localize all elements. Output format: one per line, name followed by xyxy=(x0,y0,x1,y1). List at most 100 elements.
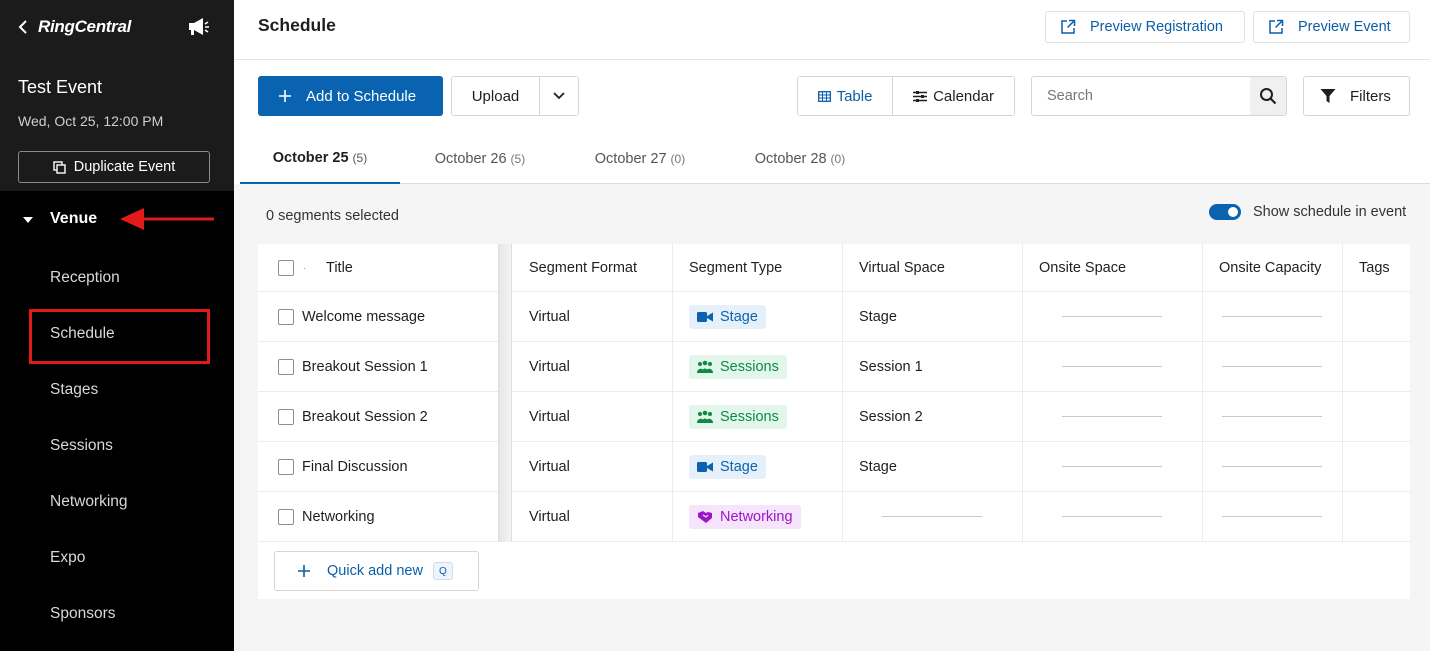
sidebar-item-schedule[interactable]: Schedule xyxy=(50,325,115,342)
logo: RingCentral xyxy=(38,17,132,36)
sort-handle-icon[interactable]: · xyxy=(303,262,307,274)
caret-down-icon xyxy=(23,217,33,223)
empty-value-dash xyxy=(1222,416,1322,417)
upload-split-button: Upload xyxy=(451,76,579,116)
keyboard-shortcut-badge: Q xyxy=(432,562,453,580)
tab-october-28[interactable]: October 28 (0) xyxy=(720,134,880,184)
schedule-table: · Title Segment Format Segment Type Virt… xyxy=(258,244,1410,599)
column-header-onsite-space[interactable]: Onsite Space xyxy=(1039,260,1127,276)
external-link-icon xyxy=(1269,19,1284,34)
duplicate-event-button[interactable]: Duplicate Event xyxy=(18,151,210,183)
megaphone-icon[interactable] xyxy=(186,15,212,39)
column-header-tags[interactable]: Tags xyxy=(1359,260,1390,276)
empty-value-dash xyxy=(1062,316,1162,317)
add-to-schedule-button[interactable]: Add to Schedule xyxy=(258,76,443,116)
column-header-segment-format[interactable]: Segment Format xyxy=(529,260,637,276)
column-divider xyxy=(1202,244,1203,542)
venue-section-toggle[interactable]: Venue xyxy=(0,200,234,240)
empty-value-dash xyxy=(1062,466,1162,467)
row-checkbox[interactable] xyxy=(278,459,294,475)
sidebar-header: RingCentral Test Event Wed, Oct 25, 12:0… xyxy=(0,0,234,191)
tab-october-25[interactable]: October 25 (5) xyxy=(240,134,400,184)
event-date: Wed, Oct 25, 12:00 PM xyxy=(18,113,164,129)
row-checkbox[interactable] xyxy=(278,309,294,325)
venue-label: Venue xyxy=(50,210,98,227)
empty-value-dash xyxy=(1062,416,1162,417)
row-type-cell: Sessions xyxy=(689,342,787,392)
tab-october-26[interactable]: October 26 (5) xyxy=(400,134,560,184)
empty-value-dash xyxy=(1062,516,1162,517)
row-checkbox-cell xyxy=(278,492,294,542)
sidebar-item-sponsors[interactable]: Sponsors xyxy=(50,605,116,622)
sidebar-item-networking[interactable]: Networking xyxy=(50,493,128,510)
row-type-cell: Stage xyxy=(689,292,766,342)
tab-october-27[interactable]: October 27 (0) xyxy=(560,134,720,184)
row-checkbox-cell xyxy=(278,442,294,492)
view-calendar-button[interactable]: Calendar xyxy=(893,77,1014,115)
quick-add-button[interactable]: Quick add new Q xyxy=(274,551,479,591)
table-icon xyxy=(817,90,831,102)
empty-value-dash xyxy=(1222,366,1322,367)
view-table-button[interactable]: Table xyxy=(798,77,893,115)
upload-button[interactable]: Upload xyxy=(452,77,540,115)
video-camera-icon xyxy=(697,462,713,472)
segment-type-label: Sessions xyxy=(720,359,779,375)
tab-label: October 28 xyxy=(754,151,827,167)
sidebar: RingCentral Test Event Wed, Oct 25, 12:0… xyxy=(0,0,234,651)
tab-count: (5) xyxy=(510,152,526,166)
segment-type-badge: Stage xyxy=(689,305,766,329)
column-header-segment-type[interactable]: Segment Type xyxy=(689,260,783,276)
row-type-cell: Stage xyxy=(689,442,766,492)
view-toggle: Table Calendar xyxy=(797,76,1015,116)
select-all-checkbox-cell xyxy=(278,244,294,292)
table-row[interactable]: Networking Virtual Networking xyxy=(258,492,1410,542)
filters-button[interactable]: Filters xyxy=(1303,76,1410,116)
tab-count: (0) xyxy=(670,152,686,166)
quick-add-label: Quick add new xyxy=(327,563,423,579)
view-calendar-label: Calendar xyxy=(933,87,994,105)
chevron-down-icon xyxy=(553,92,565,100)
group-icon xyxy=(697,410,713,423)
preview-event-label: Preview Event xyxy=(1298,19,1391,35)
search-input[interactable] xyxy=(1032,77,1250,115)
chevron-left-icon[interactable] xyxy=(16,17,30,37)
preview-registration-button[interactable]: Preview Registration xyxy=(1045,11,1245,43)
row-title: Breakout Session 1 xyxy=(302,359,428,375)
upload-menu-button[interactable] xyxy=(540,77,578,115)
search-button[interactable] xyxy=(1250,77,1286,115)
row-checkbox-cell xyxy=(278,292,294,342)
column-header-virtual-space[interactable]: Virtual Space xyxy=(859,260,945,276)
segment-type-badge: Sessions xyxy=(689,355,787,379)
column-divider xyxy=(842,244,843,542)
filters-label: Filters xyxy=(1350,87,1391,105)
row-checkbox-cell xyxy=(278,392,294,442)
column-divider xyxy=(1022,244,1023,542)
column-header-onsite-capacity[interactable]: Onsite Capacity xyxy=(1219,260,1322,276)
segment-type-label: Stage xyxy=(720,459,758,475)
column-resize-handle[interactable] xyxy=(498,244,512,542)
table-row[interactable]: Breakout Session 1 Virtual Sessions Sess… xyxy=(258,342,1410,392)
row-checkbox[interactable] xyxy=(278,359,294,375)
sidebar-item-sessions[interactable]: Sessions xyxy=(50,437,113,454)
row-checkbox[interactable] xyxy=(278,409,294,425)
annotation-arrow-icon xyxy=(120,208,214,230)
show-schedule-toggle[interactable] xyxy=(1209,204,1241,220)
row-checkbox[interactable] xyxy=(278,509,294,525)
sidebar-item-expo[interactable]: Expo xyxy=(50,549,86,566)
empty-value-dash xyxy=(1062,366,1162,367)
preview-event-button[interactable]: Preview Event xyxy=(1253,11,1410,43)
row-title: Breakout Session 2 xyxy=(302,409,428,425)
row-type-cell: Networking xyxy=(689,492,801,542)
select-all-checkbox[interactable] xyxy=(278,260,294,276)
annotation-highlight-box xyxy=(29,309,210,364)
view-table-label: Table xyxy=(836,87,873,105)
sidebar-item-stages[interactable]: Stages xyxy=(50,381,99,398)
table-row[interactable]: Final Discussion Virtual Stage Stage xyxy=(258,442,1410,492)
empty-value-dash xyxy=(882,516,982,517)
sidebar-item-reception[interactable]: Reception xyxy=(50,269,120,286)
column-header-title[interactable]: Title xyxy=(326,260,353,276)
segment-type-label: Sessions xyxy=(720,409,779,425)
table-row[interactable]: Welcome message Virtual Stage Stage xyxy=(258,292,1410,342)
selection-info: 0 segments selected xyxy=(266,208,399,224)
table-row[interactable]: Breakout Session 2 Virtual Sessions Sess… xyxy=(258,392,1410,442)
